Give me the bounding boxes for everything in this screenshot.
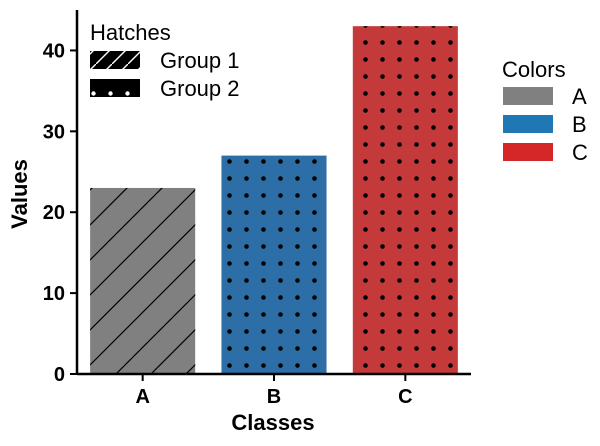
color-swatch-a xyxy=(503,87,553,105)
bar-hatch-a xyxy=(90,187,196,374)
color-legend-label-c: C xyxy=(572,140,588,165)
x-tick-label-a: A xyxy=(135,386,149,408)
color-legend: Colors ABC xyxy=(502,57,588,165)
hatch-swatch-pattern-group-1 xyxy=(90,51,140,69)
y-tick-label-0: 0 xyxy=(54,364,65,386)
hatch-legend-label-group-1: Group 1 xyxy=(160,48,240,73)
color-legend-label-a: A xyxy=(572,84,587,109)
x-tick-label-b: B xyxy=(267,386,281,408)
bar-hatch-c xyxy=(352,26,458,375)
hatch-legend-label-group-2: Group 2 xyxy=(160,76,240,101)
x-tick-label-c: C xyxy=(398,386,412,408)
hatch-legend-title: Hatches xyxy=(90,20,171,45)
hatch-legend: Hatches Group 1 Group 2 xyxy=(90,20,240,101)
bars-group xyxy=(90,26,458,375)
y-tick-label-30: 30 xyxy=(43,121,65,143)
axes-group: 0 10 20 30 40 A B C xyxy=(43,10,471,408)
y-tick-label-10: 10 xyxy=(43,283,65,305)
x-axis-title: Classes xyxy=(231,410,314,435)
bar-hatch-b xyxy=(221,155,327,374)
y-tick-label-40: 40 xyxy=(43,40,65,62)
color-swatch-b xyxy=(503,115,553,133)
color-legend-title: Colors xyxy=(502,57,566,82)
color-legend-label-b: B xyxy=(572,112,587,137)
y-axis-title: Values xyxy=(7,159,32,229)
color-swatch-c xyxy=(503,143,553,161)
y-tick-label-20: 20 xyxy=(43,202,65,224)
hatch-swatch-pattern-group-2 xyxy=(90,79,140,97)
